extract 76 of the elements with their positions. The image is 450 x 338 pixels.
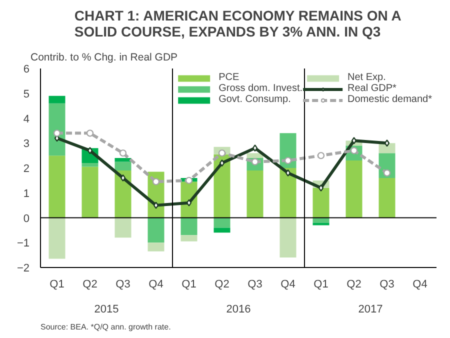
y-tick-label: −1 — [16, 238, 30, 250]
bar — [48, 103, 66, 156]
bar — [114, 158, 132, 162]
x-tick-label: Q2 — [346, 278, 362, 290]
bar — [214, 228, 230, 233]
y-tick-label: 5 — [23, 88, 30, 100]
point — [252, 144, 258, 152]
y-tick-label: 0 — [23, 212, 30, 225]
point — [152, 178, 160, 186]
legend-label: Govt. Consump. — [218, 94, 291, 105]
text: 2016 — [226, 304, 251, 316]
point — [119, 149, 127, 157]
x-tick-label: Q1 — [314, 278, 328, 290]
bar — [114, 218, 132, 238]
bar — [180, 218, 198, 236]
legend-label: Real GDP* — [348, 83, 396, 94]
point — [218, 149, 226, 157]
x-tick-label: Q1 — [50, 278, 64, 290]
x-tick-label: Q3 — [116, 278, 130, 290]
bar — [246, 170, 264, 218]
y-tick-label: 6 — [23, 64, 30, 76]
text: 2015 — [94, 304, 119, 316]
x-tick-label: Q2 — [82, 278, 98, 290]
y-tick-label: 2 — [23, 163, 30, 175]
x-tick-label: Q3 — [380, 278, 394, 290]
y-tick-label: 1 — [23, 188, 30, 200]
point — [384, 140, 390, 147]
bar — [148, 218, 164, 243]
legend-label: Domestic demand* — [348, 94, 432, 105]
x-tick-label: Q2 — [214, 278, 230, 290]
legend-label: Gross dom. Invest. — [218, 83, 303, 94]
legend-label: PCE — [218, 72, 240, 83]
chart-title: CHART 1: AMERICAN ECONOMY REMAINS ON A SOLID COURSE, EXPANDS BY 3% ANN. IN Q3 — [74, 8, 402, 40]
y-tick-label: 3 — [23, 138, 30, 150]
bar — [280, 168, 296, 218]
bar — [280, 218, 296, 258]
point — [317, 152, 325, 160]
bar — [148, 242, 164, 252]
bar — [246, 153, 264, 158]
point — [351, 137, 357, 144]
legend-label: Net Exp. — [348, 72, 386, 83]
point — [383, 169, 391, 177]
point — [153, 202, 159, 209]
bar — [48, 156, 66, 218]
x-tick-label: Q1 — [182, 278, 196, 290]
bar — [82, 163, 98, 167]
bar — [48, 96, 66, 104]
bar — [378, 178, 396, 218]
bar — [346, 160, 362, 218]
source-note: Source: BEA. *Q/Q ann. growth rate. — [40, 322, 171, 332]
point — [86, 130, 94, 137]
point — [185, 176, 193, 184]
point — [186, 199, 192, 206]
bar — [48, 218, 66, 259]
x-tick-label: Q4 — [280, 278, 296, 290]
bar — [312, 222, 330, 226]
bar — [312, 188, 330, 218]
bar — [82, 166, 98, 218]
bar — [214, 154, 230, 218]
y-axis-title: Contrib. to % Chg. in Real GDP — [30, 52, 178, 64]
bar — [180, 235, 198, 242]
point — [318, 184, 324, 192]
y-tick-label: −2 — [16, 262, 30, 274]
text: 2017 — [358, 304, 383, 316]
x-tick-label: Q4 — [412, 278, 428, 290]
x-tick-label: Q3 — [248, 278, 262, 290]
point — [219, 159, 225, 167]
bar — [114, 162, 132, 170]
point — [284, 156, 292, 164]
point — [120, 174, 126, 182]
x-tick-label: Q4 — [148, 278, 164, 290]
point — [285, 169, 291, 177]
point — [87, 146, 93, 154]
bar — [114, 170, 132, 218]
y-tick-label: 4 — [23, 113, 30, 126]
point — [53, 130, 61, 137]
